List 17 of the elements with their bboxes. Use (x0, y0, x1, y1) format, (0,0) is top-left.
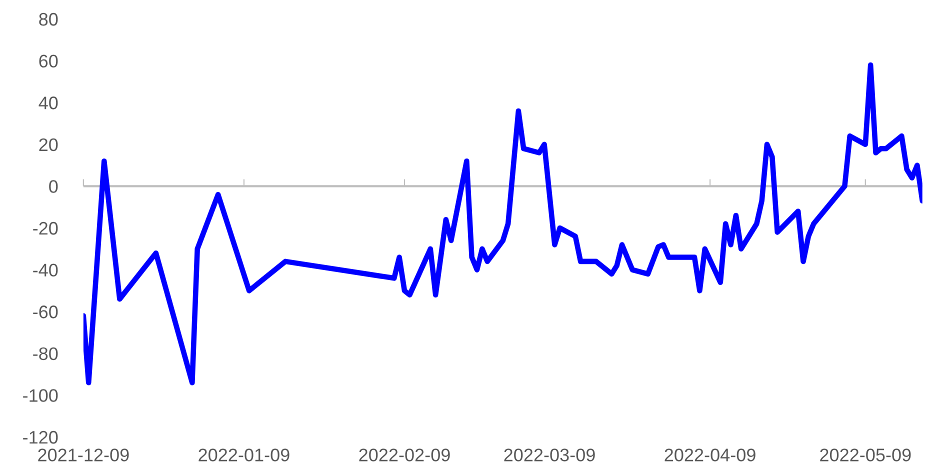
y-tick-label: 20 (39, 138, 58, 152)
y-tick-label: -120 (23, 430, 58, 444)
x-tick-label: 2022-04-09 (664, 448, 756, 462)
x-tick-label: 2022-01-09 (198, 448, 290, 462)
y-tick-label: -100 (23, 389, 58, 402)
x-tick-label: 2022-03-09 (504, 448, 595, 462)
x-tick-label: 2022-05-09 (820, 448, 911, 462)
y-tick-label: 80 (39, 12, 58, 26)
y-tick-label: -60 (33, 306, 58, 318)
y-tick-label: 40 (38, 96, 58, 110)
y-tick-label: 0 (49, 180, 58, 193)
y-tick-label: -80 (33, 347, 58, 360)
y-tick-label: -40 (33, 264, 58, 277)
y-tick-label: 60 (39, 54, 58, 68)
x-tick-label: 2021-12-09 (38, 448, 129, 462)
x-tick-label: 2022-02-09 (359, 448, 450, 462)
y-tick-label: -20 (33, 222, 58, 235)
